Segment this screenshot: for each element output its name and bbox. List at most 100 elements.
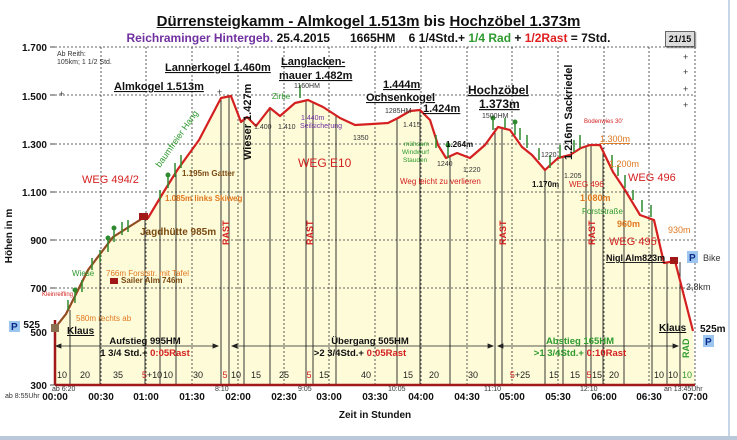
elev-1080: 1.080m [580,193,611,203]
svg-text:30: 30 [193,370,203,380]
svg-text:25: 25 [279,370,289,380]
svg-text:40: 40 [361,370,371,380]
note-kleinreifling: Kleinreifling [42,292,73,298]
peak-ochsen-elev: 1.444m [383,79,421,91]
chart-title: Dürrensteigkamm - Almkogel 1.513m bis Ho… [0,13,737,30]
svg-text:15: 15 [592,370,602,380]
note-seil-1: 1.440m [301,115,325,122]
segment-aufstieg-rast: 0:05Rast [150,348,190,359]
elev-1220: 1.220 [463,167,481,174]
elev-1264: 1.264m [446,140,473,149]
peak-almkogel: Almkogel 1.513m [114,81,204,93]
svg-text:04:30: 04:30 [454,392,480,403]
svg-text:15: 15 [549,370,559,380]
svg-text:700: 700 [30,284,47,295]
elev-1400: 1.400 [254,124,272,131]
segment-abstieg: Abstieg 165HM [546,336,614,347]
time-1110: 11:10 [484,386,501,393]
svg-text:+: + [59,89,64,99]
svg-text:03:30: 03:30 [362,392,388,403]
svg-text:15: 15 [403,370,413,380]
svg-text:02:30: 02:30 [271,392,297,403]
parking-icons: P P P [9,251,714,348]
svg-text:1.500: 1.500 [22,92,47,103]
profile-line [54,94,695,332]
hut-jagdhuette: Jagdhütte 985m [140,227,216,238]
svg-text:>2 3/4Std.+ 0:05Rast: >2 3/4Std.+ 0:05Rast [314,348,407,359]
subtitle-rast: 1/2Rast [524,31,568,45]
peak-langlacken-2: mauer 1.482m [279,70,353,82]
hut-nigl-alm: Nigl Alm823m [606,253,665,263]
subtitle-total: = 7Std. [567,31,611,45]
tree-crowns [72,115,518,293]
window-bottom-edge [0,436,737,440]
elev-1205: 1.205 [564,173,582,180]
peak-hochzoebel: Hochzöbel [468,83,529,97]
svg-text:5: 5 [222,370,227,380]
svg-text:>1 3/4Std.+ 0:10Rast: >1 3/4Std.+ 0:10Rast [534,348,627,359]
hm-1285: 1285HM [385,108,412,115]
svg-text:00:30: 00:30 [88,392,114,403]
rast-1: RAST [221,220,231,245]
note-weg-leicht-zu-verlieren: Weg leicht zu verlieren [400,177,481,186]
svg-text:10: 10 [682,370,692,380]
segment-abstieg-rast: 0:10Rast [587,348,627,359]
time-810: 8:10 [215,386,229,393]
note-forststr-766: 766m Forststr. mit Tafel [106,269,189,278]
time-an1345: an 13:45Uhr [664,386,703,393]
svg-text:5: 5 [586,370,591,380]
hm-1160: 1160HM [294,83,320,90]
rast-2: RAST [305,220,315,245]
subtitle-date: 25.4.2015 [276,31,330,45]
segment-arrows [54,343,680,349]
svg-text:10: 10 [654,370,664,380]
note-bike: Bike [703,253,721,263]
rast-labels: RAST RAST RAST RAST [221,220,597,245]
note-rechts-ab: 580m rechts ab [76,314,132,323]
parking-icon-left: P [11,322,18,333]
note-wiese: Wiese [72,269,95,278]
svg-text:02:00: 02:00 [225,392,251,403]
svg-text:5: 5 [306,370,311,380]
start-marker [51,324,59,332]
time-ab855: ab 8:55Uhr [5,393,40,400]
peak-hochzoebel-elev: 1.373m [479,97,520,111]
elev-960: 960m [617,219,640,229]
title-part1: Dürrensteigkamm - Almkogel 1.513m [156,13,420,30]
elev-1350: 1350 [353,135,369,142]
svg-text:06:30: 06:30 [636,392,662,403]
clock-times: ab 8:55Uhr ab 6:20 8:10 9:05 10:05 11:10… [5,386,703,400]
svg-text:35: 35 [113,370,123,380]
x-axis-title: Zeit in Stunden [339,410,411,421]
note-gatter: 1.195m Gatter [182,169,235,178]
svg-text:05:30: 05:30 [545,392,571,403]
elev-1200: 1.200m [609,159,639,169]
svg-text:15: 15 [319,370,329,380]
time-1210: 12:10 [580,386,598,393]
elev-1220b: 1220 [541,152,557,159]
x-axis-labels: 00:00 00:30 01:00 01:30 02:00 02:30 03:00 03:3… [42,392,708,403]
weg-496: WEG 496 [628,172,676,184]
svg-text:20: 20 [80,370,90,380]
grid-lines [55,46,696,385]
peak-wieser: Wieser 1.427m [242,83,254,160]
svg-text:+: + [683,52,688,62]
svg-text:+: + [683,67,688,77]
svg-text:900: 900 [30,236,47,247]
title-part2: Hochzöbel 1.373m [449,13,581,30]
note-ab-reith-2: 105km; 1 1/2 Std. [57,59,112,66]
svg-text:10: 10 [231,370,241,380]
note-muehsam-3: Stauden [403,157,428,164]
svg-text:20: 20 [609,370,619,380]
svg-text:06:00: 06:00 [591,392,617,403]
segment-aufstieg-time: 1 3/4 Std.+ [100,348,150,359]
note-forststrasse: Forststraße [582,207,623,216]
svg-text:30: 30 [468,370,478,380]
weg-494-2: WEG 494/2 [82,174,139,186]
rast-3: RAST [498,220,508,245]
subtitle-rad: 1/4 Rad [468,31,512,45]
interval-minutes: 10 20 35 5+10 10 30 5 10 15 25 5 15 40 15 20 30 5+2… [57,370,692,380]
svg-text:03:00: 03:00 [316,392,342,403]
svg-text:04:00: 04:00 [408,392,434,403]
